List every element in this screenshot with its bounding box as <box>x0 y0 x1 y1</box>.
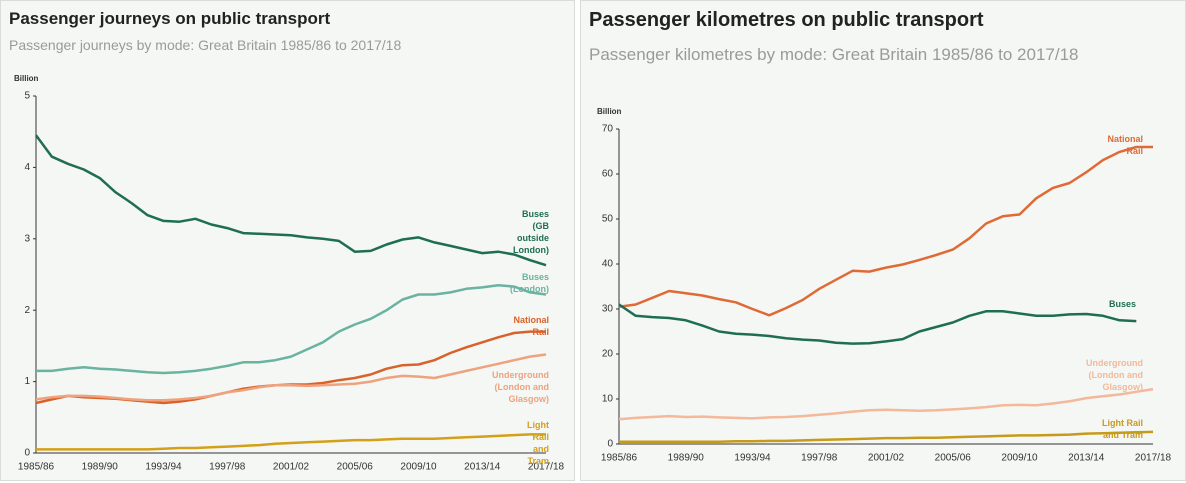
series-line <box>619 430 1154 444</box>
series-line <box>618 387 1154 421</box>
series-label: Buses (London) <box>510 272 549 294</box>
y-tick-label: 20 <box>602 349 614 360</box>
x-tick-label: 1985/86 <box>601 453 638 464</box>
series-label: Underground (London and Glasgow) <box>492 370 549 404</box>
x-tick-label: 2005/06 <box>935 453 972 464</box>
chart-subtitle: Passenger kilometres by mode: Great Brit… <box>589 45 1079 64</box>
chart-title: Passenger journeys on public transport <box>9 9 331 28</box>
y-tick-label: 2 <box>24 305 30 316</box>
y-tick-label: 4 <box>24 162 30 173</box>
x-tick-label: 2001/02 <box>273 462 310 473</box>
chart-panel: Passenger kilometres on public transport… <box>580 0 1186 481</box>
x-tick-label: 1993/94 <box>145 462 182 473</box>
series-line <box>36 283 547 375</box>
y-tick-label: 1 <box>24 376 30 387</box>
series-label: National Rail <box>513 315 549 337</box>
x-tick-label: 2013/14 <box>1068 453 1105 464</box>
chart: 0 1 2 3 4 5 1985/86 1989/90 1993/94 1997/98 2001/0… <box>18 91 565 473</box>
x-tick-label: 2005/06 <box>337 462 374 473</box>
chart-panel: Passenger journeys on public transport Pa… <box>0 0 575 481</box>
y-tick-label: 60 <box>602 169 614 180</box>
y-axis-unit: Billion <box>597 107 622 116</box>
series-label: Buses (GB outside London) <box>513 209 549 255</box>
x-tick-label: 1985/86 <box>18 462 55 473</box>
y-tick-label: 0 <box>24 448 30 459</box>
y-axis-unit: Billion <box>14 74 39 83</box>
x-tick-label: 2013/14 <box>464 462 501 473</box>
chart: 0 10 20 30 40 50 60 70 1985/86 1989/90 1993/94 1997… <box>601 124 1172 464</box>
series-label: National Rail <box>1107 134 1143 156</box>
y-tick-label: 50 <box>602 214 614 225</box>
chart-title: Passenger kilometres on public transport <box>589 9 984 31</box>
series-line <box>35 353 547 402</box>
y-tick-label: 5 <box>24 91 30 102</box>
y-tick-label: 10 <box>602 394 614 405</box>
series-label: Underground (London and Glasgow) <box>1086 358 1143 392</box>
x-tick-label: 1989/90 <box>82 462 119 473</box>
series-label: Light Rail and Tram <box>1102 418 1143 440</box>
x-tick-label: 1993/94 <box>734 453 771 464</box>
x-tick-label: 2017/18 <box>528 462 565 473</box>
chart-subtitle: Passenger journeys by mode: Great Britai… <box>9 37 402 53</box>
y-tick-label: 0 <box>607 439 613 450</box>
x-tick-label: 2001/02 <box>868 453 905 464</box>
y-tick-label: 3 <box>24 233 30 244</box>
y-tick-label: 40 <box>602 259 614 270</box>
series-line <box>618 145 1153 317</box>
x-tick-label: 2017/18 <box>1135 453 1172 464</box>
series-line <box>618 303 1137 345</box>
series-label: Light Rail and Tram <box>527 420 549 466</box>
x-tick-label: 1989/90 <box>668 453 705 464</box>
series-line <box>35 330 546 405</box>
series-label: Buses <box>1108 299 1136 309</box>
y-tick-label: 70 <box>602 124 614 135</box>
x-tick-label: 1997/98 <box>209 462 246 473</box>
y-tick-label: 30 <box>602 304 614 315</box>
x-tick-label: 2009/10 <box>400 462 437 473</box>
series-line <box>34 134 547 267</box>
x-tick-label: 1997/98 <box>801 453 838 464</box>
series-line <box>36 433 546 451</box>
x-tick-label: 2009/10 <box>1001 453 1038 464</box>
